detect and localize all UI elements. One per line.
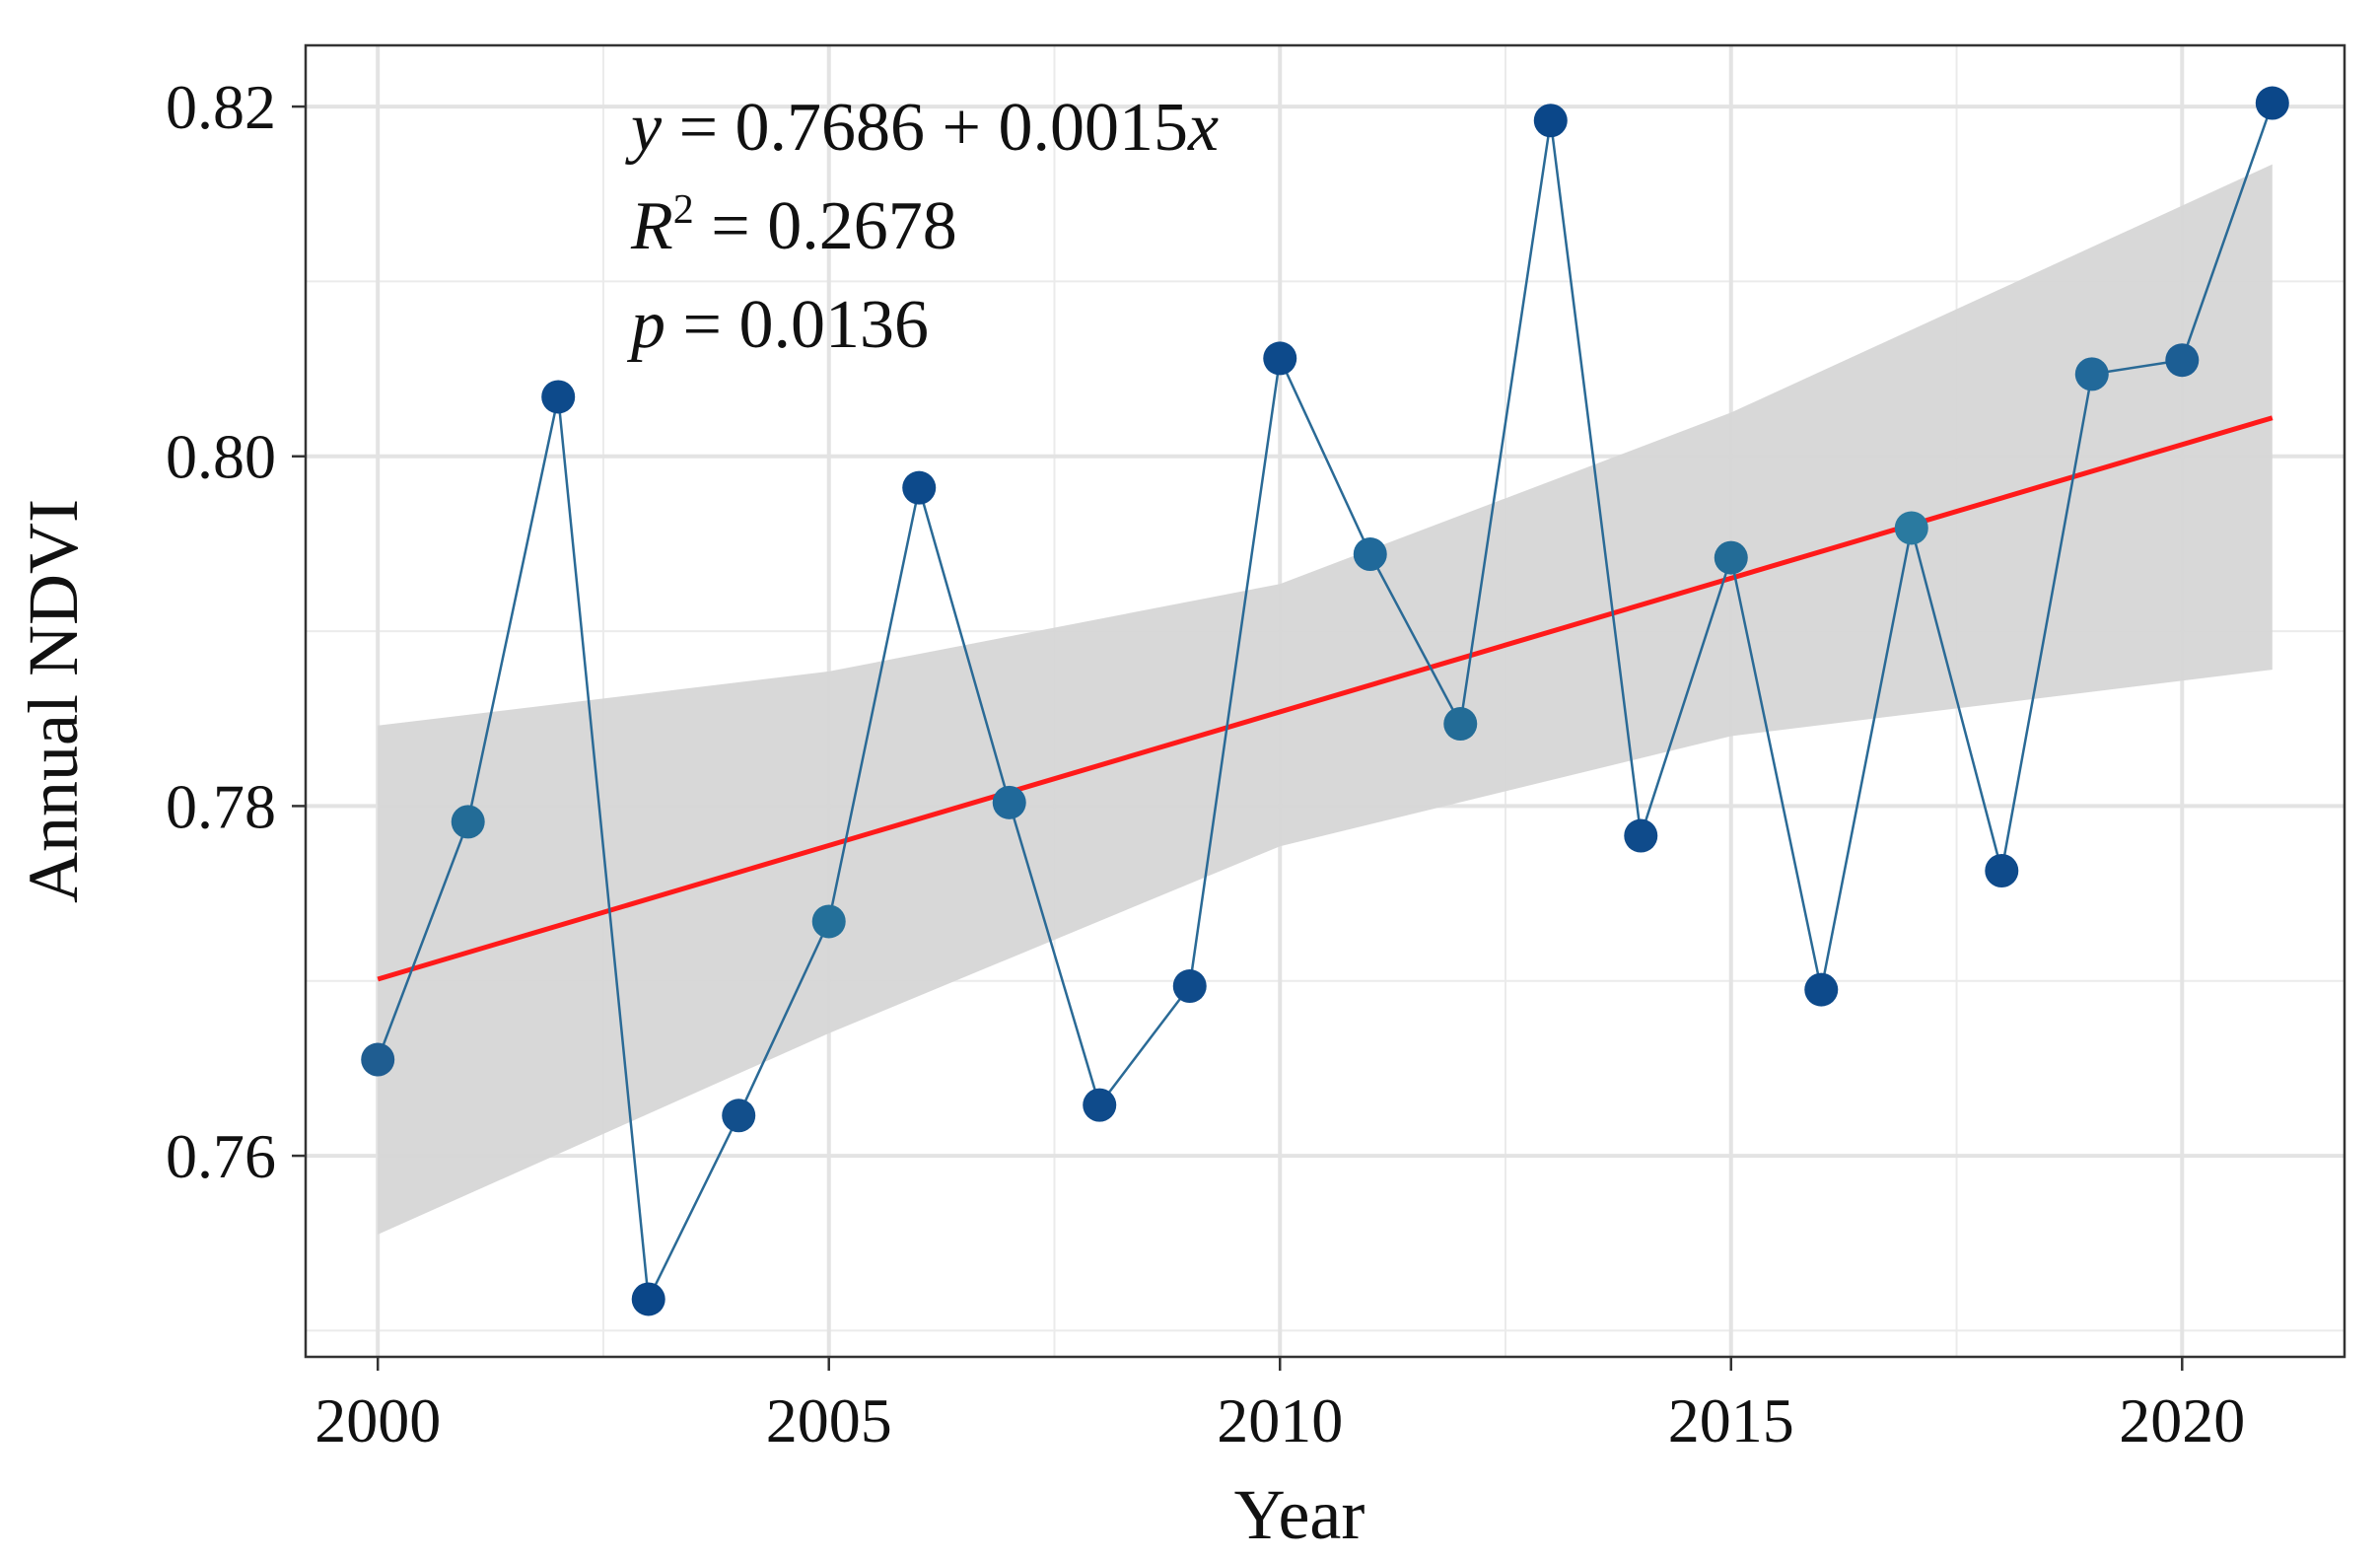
data-point-2018 xyxy=(1985,854,2019,888)
data-point-2014 xyxy=(1624,818,1658,853)
r-squared-value: = 0.2678 xyxy=(694,188,957,264)
x-axis-title: Year xyxy=(1234,1475,1365,1554)
series-line xyxy=(377,103,2274,1304)
x-tick-label: 2010 xyxy=(1217,1385,1343,1455)
y-tick-label: 0.82 xyxy=(166,72,276,142)
x-axis-ticks: 2000 2005 2010 2015 2020 xyxy=(315,1357,2245,1455)
x-tick-label: 2015 xyxy=(1668,1385,1794,1455)
regression-equation: y = 0.7686 + 0.0015x xyxy=(625,90,1219,166)
data-point-2005 xyxy=(811,904,846,939)
data-point-2010 xyxy=(1263,341,1297,376)
regression-annotation: y = 0.7686 + 0.0015x R2 = 0.2678 p = 0.0… xyxy=(625,90,1219,363)
y-axis-ticks: 0.76 0.78 0.80 0.82 xyxy=(166,72,306,1191)
data-point-2019 xyxy=(2074,357,2109,391)
trend-line-layer xyxy=(377,415,2274,982)
y-tick-label: 0.78 xyxy=(166,771,276,841)
data-point-2011 xyxy=(1353,537,1387,572)
x-tick-label: 2020 xyxy=(2119,1385,2245,1455)
data-point-2020 xyxy=(2165,343,2200,378)
y-axis-title: Annual NDVI xyxy=(14,499,93,903)
data-series-layer xyxy=(361,86,2289,1316)
data-point-2003 xyxy=(631,1282,665,1316)
r-variable: R xyxy=(630,188,673,264)
data-point-2009 xyxy=(1172,969,1207,1004)
r-superscript: 2 xyxy=(673,187,694,233)
x-tick-label: 2005 xyxy=(766,1385,892,1455)
data-point-2004 xyxy=(722,1099,756,1133)
data-point-2002 xyxy=(541,380,576,414)
data-point-2007 xyxy=(992,785,1026,819)
data-point-2016 xyxy=(1804,972,1839,1007)
y-tick-label: 0.80 xyxy=(166,422,276,492)
p-variable: p xyxy=(626,287,665,363)
data-point-2012 xyxy=(1443,707,1478,742)
data-point-2015 xyxy=(1714,540,1748,575)
r-squared-label: R2 = 0.2678 xyxy=(630,187,957,264)
equation-y-variable: y xyxy=(625,90,663,166)
data-point-2013 xyxy=(1533,104,1568,138)
y-tick-label: 0.76 xyxy=(166,1121,276,1191)
x-tick-label: 2000 xyxy=(315,1385,441,1455)
p-value-label: p = 0.0136 xyxy=(626,287,929,363)
equation-x-variable: x xyxy=(1187,90,1219,166)
data-point-2001 xyxy=(451,805,485,839)
data-point-2021 xyxy=(2255,86,2289,120)
p-value: = 0.0136 xyxy=(665,287,929,363)
trend-line xyxy=(377,415,2274,982)
equation-body: = 0.7686 + 0.0015 xyxy=(662,90,1188,166)
plot-panel-border xyxy=(304,43,2346,1359)
data-point-2008 xyxy=(1083,1088,1117,1122)
data-point-2006 xyxy=(902,470,937,505)
data-point-2000 xyxy=(361,1042,395,1077)
data-point-2017 xyxy=(1894,511,1928,545)
